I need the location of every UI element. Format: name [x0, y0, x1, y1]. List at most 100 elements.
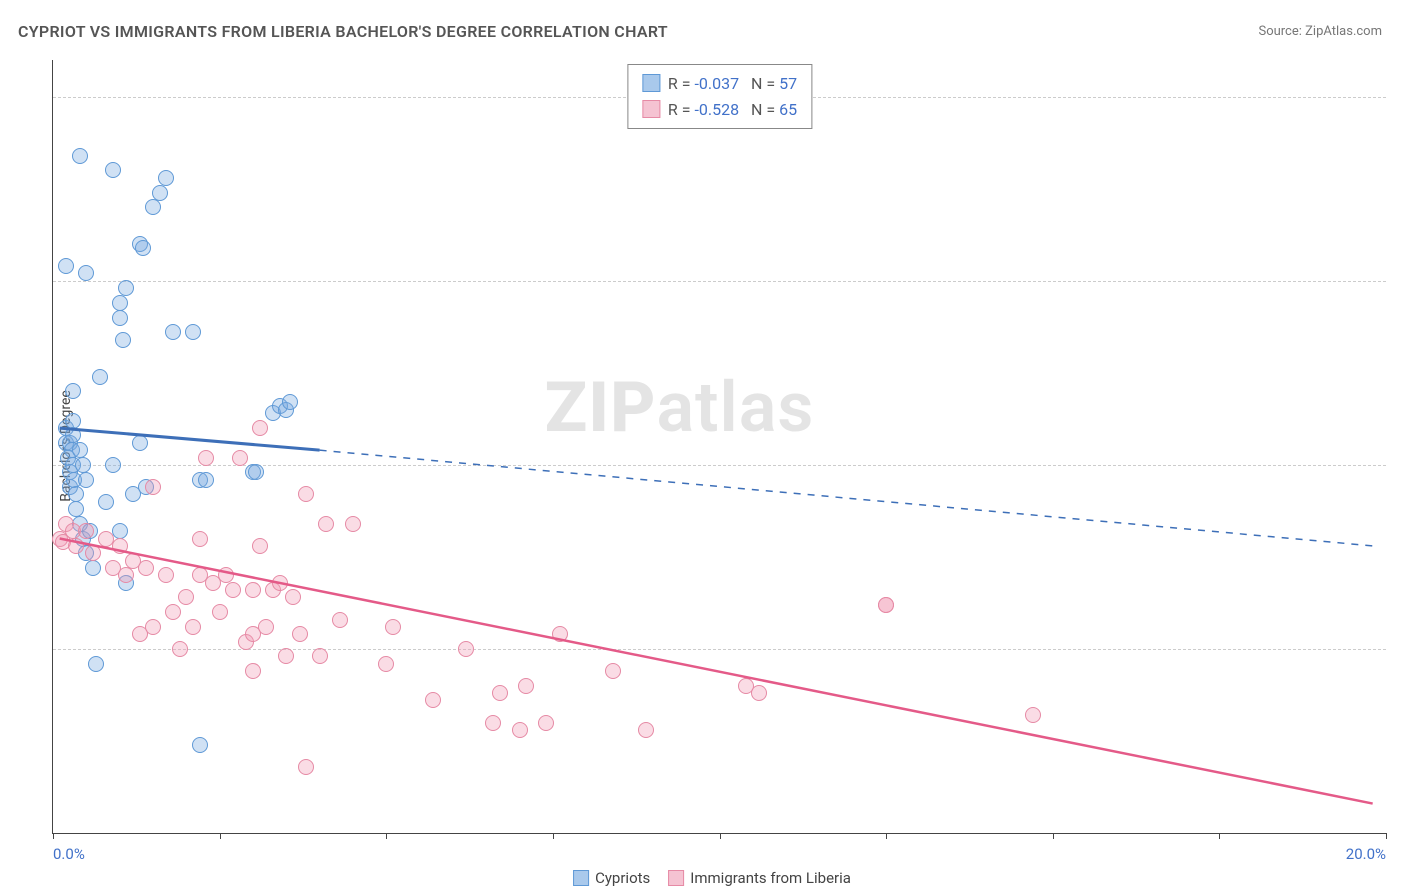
scatter-point: [88, 656, 104, 672]
scatter-point: [145, 619, 161, 635]
scatter-point: [878, 597, 894, 613]
legend-swatch-icon: [642, 74, 660, 92]
scatter-point: [298, 486, 314, 502]
scatter-point: [458, 641, 474, 657]
y-tick-label: 50.0%: [1396, 456, 1406, 474]
scatter-point: [272, 575, 288, 591]
scatter-point: [65, 413, 81, 429]
chart-container: CYPRIOT VS IMMIGRANTS FROM LIBERIA BACHE…: [0, 0, 1406, 892]
scatter-point: [75, 457, 91, 473]
scatter-point: [248, 464, 264, 480]
x-tick: [386, 833, 387, 839]
scatter-point: [312, 648, 328, 664]
x-tick: [553, 833, 554, 839]
scatter-point: [172, 641, 188, 657]
scatter-point: [138, 560, 154, 576]
x-tick: [1053, 833, 1054, 839]
scatter-point: [118, 567, 134, 583]
scatter-point: [751, 685, 767, 701]
legend-n-label: N =: [739, 100, 779, 119]
scatter-point: [158, 567, 174, 583]
scatter-point: [78, 265, 94, 281]
watermark-atlas: atlas: [656, 367, 814, 449]
legend-r-label: R =: [668, 100, 695, 119]
scatter-point: [85, 560, 101, 576]
scatter-point: [278, 648, 294, 664]
scatter-point: [258, 619, 274, 635]
legend-series-label: Immigrants from Liberia: [690, 869, 851, 887]
scatter-point: [518, 678, 534, 694]
scatter-point: [152, 185, 168, 201]
scatter-point: [492, 685, 508, 701]
scatter-point: [252, 538, 268, 554]
legend-r-value: -0.528: [694, 100, 739, 119]
scatter-point: [538, 715, 554, 731]
scatter-point: [212, 604, 228, 620]
scatter-point: [512, 722, 528, 738]
legend-r-label: R =: [668, 74, 695, 93]
scatter-point: [252, 420, 268, 436]
scatter-point: [165, 604, 181, 620]
scatter-point: [178, 589, 194, 605]
scatter-point: [185, 324, 201, 340]
scatter-point: [145, 479, 161, 495]
scatter-point: [68, 486, 84, 502]
legend-n-label: N =: [739, 74, 779, 93]
scatter-point: [98, 494, 114, 510]
scatter-point: [198, 450, 214, 466]
chart-title: CYPRIOT VS IMMIGRANTS FROM LIBERIA BACHE…: [18, 22, 668, 41]
scatter-point: [1025, 707, 1041, 723]
scatter-point: [68, 538, 84, 554]
scatter-point: [132, 435, 148, 451]
legend-n-value: 57: [779, 74, 797, 93]
x-tick-label: 0.0%: [53, 845, 85, 863]
source-name: ZipAtlas.com: [1305, 24, 1382, 39]
scatter-point: [165, 324, 181, 340]
scatter-point: [78, 523, 94, 539]
scatter-point: [78, 472, 94, 488]
plot-area: ZIPatlas R = -0.037 N = 57R = -0.528 N =…: [52, 60, 1386, 834]
legend-n-value: 65: [779, 100, 797, 119]
scatter-point: [112, 538, 128, 554]
scatter-point: [385, 619, 401, 635]
legend-r-value: -0.037: [694, 74, 739, 93]
y-tick-label: 25.0%: [1396, 640, 1406, 658]
scatter-point: [225, 582, 241, 598]
scatter-point: [72, 148, 88, 164]
x-tick: [53, 833, 54, 839]
scatter-point: [198, 472, 214, 488]
y-tick-label: 75.0%: [1396, 272, 1406, 290]
scatter-point: [245, 582, 261, 598]
y-tick-label: 100.0%: [1396, 88, 1406, 106]
scatter-point: [345, 516, 361, 532]
source-prefix: Source:: [1258, 24, 1305, 39]
scatter-point: [245, 663, 261, 679]
scatter-point: [112, 295, 128, 311]
scatter-point: [135, 240, 151, 256]
x-tick: [720, 833, 721, 839]
x-tick: [1219, 833, 1220, 839]
scatter-point: [65, 427, 81, 443]
scatter-point: [282, 394, 298, 410]
legend-row: R = -0.037 N = 57: [642, 71, 797, 97]
scatter-point: [232, 450, 248, 466]
scatter-point: [425, 692, 441, 708]
scatter-point: [72, 442, 88, 458]
scatter-point: [105, 162, 121, 178]
legend-row: R = -0.528 N = 65: [642, 97, 797, 123]
scatter-point: [58, 258, 74, 274]
x-tick: [886, 833, 887, 839]
legend-swatch-icon: [668, 870, 684, 886]
scatter-point: [285, 589, 301, 605]
scatter-point: [638, 722, 654, 738]
watermark-zip: ZIP: [545, 367, 657, 449]
scatter-point: [65, 383, 81, 399]
legend-series-label: Cypriots: [595, 869, 650, 887]
scatter-point: [118, 280, 134, 296]
x-tick: [1386, 833, 1387, 839]
x-tick: [220, 833, 221, 839]
trend-lines: [53, 60, 1386, 833]
scatter-point: [218, 567, 234, 583]
scatter-point: [298, 759, 314, 775]
legend-swatch-icon: [573, 870, 589, 886]
